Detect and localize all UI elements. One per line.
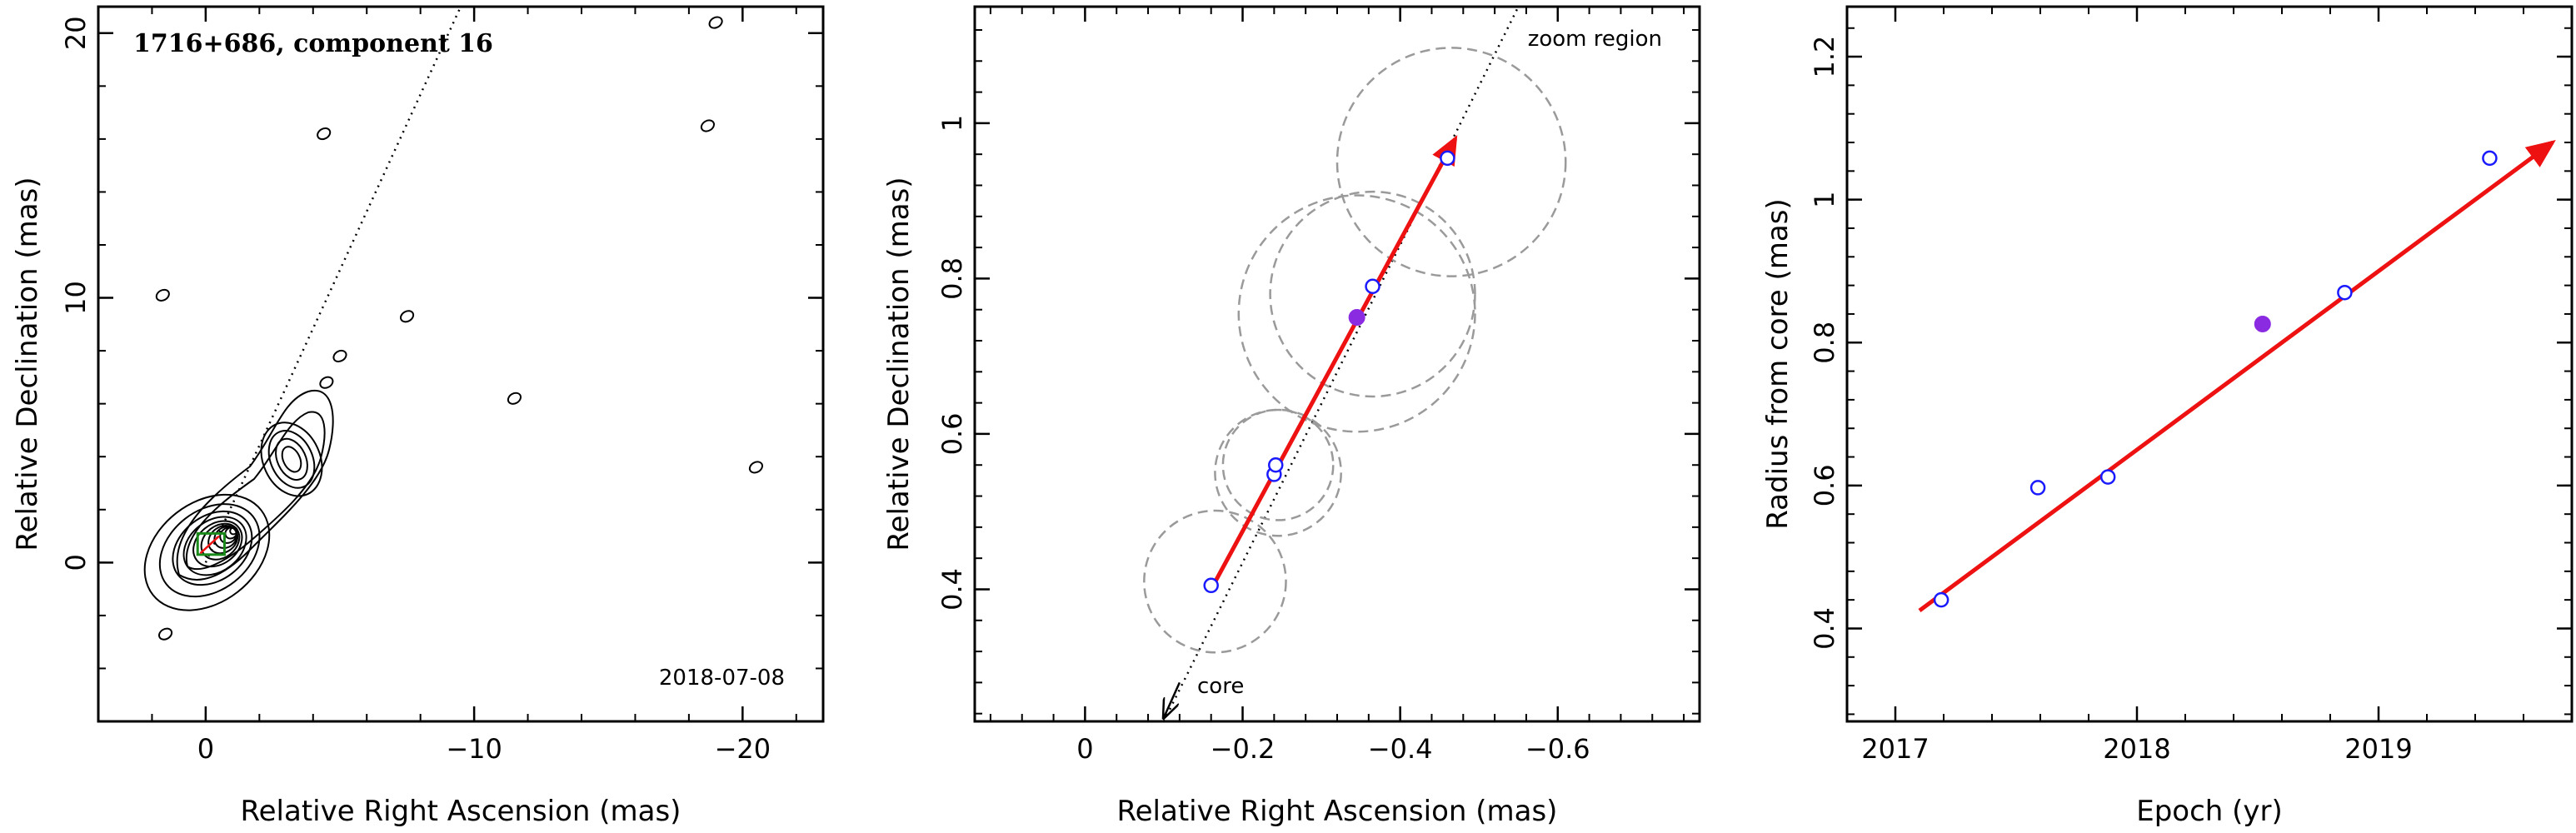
contour-noise: [319, 376, 334, 389]
radius-point-open: [2099, 469, 2116, 485]
error-circle: [1214, 408, 1342, 537]
contour-noise: [748, 461, 763, 474]
map-ticks: 0 −10 −20 0 10 20: [60, 7, 823, 765]
zoom-jet-line: [1162, 7, 1520, 721]
radius-y-tick-label: 1.2: [1809, 36, 1840, 78]
zoom-box: [196, 531, 226, 556]
zoom-point-open: [1203, 577, 1219, 594]
zoom-y-tick-label: 1: [936, 115, 968, 132]
error-circle: [1237, 194, 1476, 433]
map-content: [143, 7, 763, 641]
radius-y-tick-label: 1: [1809, 191, 1840, 207]
contour-knot: [275, 437, 308, 481]
contour-noise: [155, 288, 170, 302]
zoom-content: [1143, 7, 1567, 721]
zoom-ticks: 0 −0.2 −0.4 −0.6 0.4 0.6 0.8 1: [936, 7, 1700, 765]
core-direction-arrow: [1164, 681, 1181, 717]
map-jet-line: [204, 7, 462, 563]
map-y-axis-label: Relative Declination (mas): [11, 177, 44, 551]
radius-point-open: [2337, 284, 2353, 301]
contour-core: [143, 493, 271, 611]
contour-noise: [507, 392, 522, 405]
radius-y-tick-label: 0.8: [1809, 322, 1840, 364]
contour-knot: [281, 446, 302, 473]
contour-noise: [317, 127, 332, 141]
map-y-tick-label: 10: [60, 281, 92, 315]
contour-jet-envelope-2: [185, 411, 326, 571]
zoom-x-axis-label: Relative Right Ascension (mas): [1117, 795, 1558, 828]
error-circle: [1143, 509, 1287, 654]
map-title: 1716+686, component 16: [133, 29, 493, 58]
fit-arrow: [1918, 140, 2556, 613]
map-plot-frame: [97, 5, 825, 723]
radius-y-tick-label: 0.6: [1809, 464, 1840, 506]
contour-jet-envelope: [176, 389, 334, 581]
zoom-plot-frame: [973, 5, 1701, 723]
map-x-tick-label: 0: [197, 733, 214, 765]
zoom-y-axis-label: Relative Declination (mas): [882, 177, 916, 551]
map-x-tick-label: −20: [715, 733, 771, 765]
map-x-tick-label: −10: [446, 733, 502, 765]
radius-x-tick-label: 2018: [2103, 733, 2170, 765]
zoom-region-label: zoom region: [1528, 27, 1662, 52]
radius-point-open: [1933, 591, 1949, 608]
radius-x-axis-label: Epoch (yr): [2136, 795, 2283, 828]
contour-core: [224, 526, 238, 540]
zoom-point-open: [1267, 456, 1284, 473]
radius-y-axis-label: Radius from core (mas): [1761, 198, 1795, 529]
zoom-y-tick-label: 0.4: [936, 568, 968, 611]
panel-map: 0 −10 −20 0 10 20 1716+686, component 16 2018…: [11, 5, 825, 828]
radius-point-open: [2029, 480, 2046, 496]
radius-x-tick-label: 2017: [1861, 733, 1929, 765]
zoom-x-tick-label: −0.6: [1525, 733, 1590, 765]
motion-arrow: [1209, 135, 1458, 591]
contour-noise: [158, 627, 173, 641]
map-x-axis-label: Relative Right Ascension (mas): [241, 795, 681, 828]
radius-point-open: [2482, 150, 2498, 167]
error-circle: [1335, 47, 1567, 277]
map-epoch-label: 2018-07-08: [659, 666, 785, 691]
zoom-point-filled: [1348, 309, 1365, 327]
radius-y-tick-label: 0.4: [1809, 607, 1840, 650]
radius-ticks: 2017 2018 2019 0.4 0.6 0.8 1 1.2: [1809, 7, 2573, 765]
radius-x-tick-label: 2019: [2344, 733, 2412, 765]
contour-knot: [260, 421, 323, 497]
zoom-point-open: [1365, 278, 1380, 294]
core-label: core: [1197, 674, 1244, 699]
zoom-x-tick-label: −0.2: [1211, 733, 1276, 765]
contour-core: [229, 526, 238, 536]
contour-core: [172, 510, 253, 586]
zoom-box-arrow: [199, 535, 220, 555]
radius-point-filled: [2254, 315, 2271, 332]
zoom-x-tick-label: 0: [1076, 733, 1093, 765]
panel-zoom: 0 −0.2 −0.4 −0.6 0.4 0.6 0.8 1 zoom region core…: [882, 5, 1701, 828]
map-y-tick-label: 0: [60, 554, 92, 571]
zoom-y-tick-label: 0.6: [936, 412, 968, 455]
error-circle: [1269, 190, 1476, 398]
map-y-tick-label: 20: [60, 16, 92, 50]
contour-core: [158, 503, 261, 598]
contour-noise: [332, 349, 347, 363]
panel-radius: 2017 2018 2019 0.4 0.6 0.8 1 1.2 Epoch (yr) Rad…: [1761, 5, 2574, 828]
contour-noise: [700, 119, 715, 132]
contour-core: [192, 520, 243, 568]
contour-knot: [267, 430, 316, 489]
error-circle: [1221, 408, 1335, 521]
zoom-point-open: [1440, 150, 1455, 167]
radius-content: [1918, 140, 2556, 613]
zoom-y-tick-label: 0.8: [936, 257, 968, 300]
contour-noise: [708, 16, 723, 29]
contour-noise: [400, 310, 415, 323]
zoom-x-tick-label: −0.4: [1368, 733, 1433, 765]
radius-plot-frame: [1845, 5, 2574, 723]
